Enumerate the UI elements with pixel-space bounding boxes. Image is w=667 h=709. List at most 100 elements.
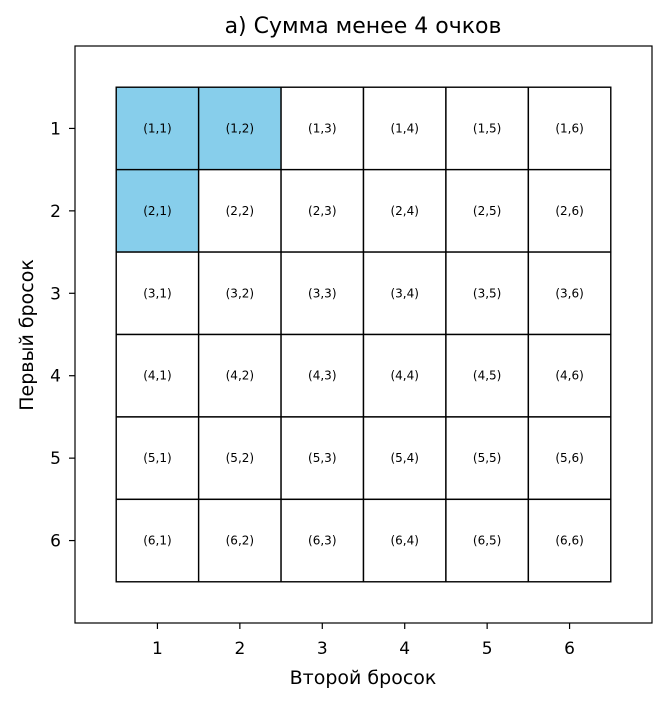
grid-cell-label: (4,4) xyxy=(390,369,418,383)
x-tick-label: 2 xyxy=(234,639,245,659)
grid-cell-1-6: (1,6) xyxy=(527,86,612,171)
grid-cell-4-6: (4,6) xyxy=(527,333,612,418)
cells-layer: (1,1) (1,2) (1,3) (1,4) (1,5) (1,6) (2,1) (2,2)… xyxy=(115,86,612,583)
grid-cell-label: (1,6) xyxy=(555,121,583,135)
grid-cell-3-3: (3,3) xyxy=(280,251,365,336)
grid-cell-box xyxy=(197,333,282,418)
grid-cell-label: (3,5) xyxy=(473,286,501,300)
grid-cell-5-1: (5,1) xyxy=(115,416,200,501)
grid-cell-box xyxy=(115,498,200,583)
grid-cell-box xyxy=(527,333,612,418)
grid-cell-box xyxy=(362,168,447,253)
grid-cell-2-6: (2,6) xyxy=(527,168,612,253)
grid-cell-label: (2,1) xyxy=(143,204,171,218)
y-tick-label: 5 xyxy=(50,449,61,469)
plot-frame xyxy=(74,45,653,624)
grid-cell-3-4: (3,4) xyxy=(362,251,447,336)
grid-cell-6-2: (6,2) xyxy=(197,498,282,583)
grid-cell-box xyxy=(197,251,282,336)
x-tick-label: 4 xyxy=(399,639,410,659)
grid-cell-4-1: (4,1) xyxy=(115,333,200,418)
x-axis-label: Второй бросок xyxy=(290,667,437,689)
grid-cell-2-5: (2,5) xyxy=(445,168,530,253)
y-tick-label: 6 xyxy=(50,532,61,552)
grid-cell-label: (6,1) xyxy=(143,534,171,548)
y-axis-label: Первый бросок xyxy=(16,259,38,411)
grid-cell-2-1: (2,1) xyxy=(115,168,200,253)
grid-cell-label: (6,3) xyxy=(308,534,336,548)
grid-cell-3-1: (3,1) xyxy=(115,251,200,336)
y-tick-label: 2 xyxy=(50,202,61,222)
grid-cell-label: (1,1) xyxy=(143,121,171,135)
grid-cell-box xyxy=(197,416,282,501)
grid-cell-label: (1,4) xyxy=(390,121,418,135)
grid-cell-box xyxy=(280,168,365,253)
grid-cell-label: (4,1) xyxy=(143,369,171,383)
grid-cell-label: (2,6) xyxy=(555,204,583,218)
grid-cell-label: (4,2) xyxy=(226,369,254,383)
grid-cell-5-4: (5,4) xyxy=(362,416,447,501)
grid-cell-box xyxy=(527,498,612,583)
grid-cell-label: (5,4) xyxy=(390,451,418,465)
grid-cell-box xyxy=(362,251,447,336)
grid-cell-label: (4,5) xyxy=(473,369,501,383)
grid-cell-box xyxy=(197,168,282,253)
grid-cell-box xyxy=(445,251,530,336)
grid-cell-1-3: (1,3) xyxy=(280,86,365,171)
grid-cell-label: (3,2) xyxy=(226,286,254,300)
grid-cell-box xyxy=(445,333,530,418)
y-tick-label: 4 xyxy=(50,367,61,387)
grid-cell-5-2: (5,2) xyxy=(197,416,282,501)
grid-cell-4-2: (4,2) xyxy=(197,333,282,418)
grid-cell-3-2: (3,2) xyxy=(197,251,282,336)
grid-cell-6-4: (6,4) xyxy=(362,498,447,583)
grid-cell-box xyxy=(115,416,200,501)
grid-cell-box xyxy=(197,86,282,171)
grid-cell-box xyxy=(115,333,200,418)
grid-cell-box xyxy=(115,86,200,171)
y-tick-label: 1 xyxy=(50,119,61,139)
ticks-layer: 1 2 3 4 5 6 1 2 3 4 5 6 xyxy=(50,119,575,659)
grid-cell-box xyxy=(115,251,200,336)
grid-cell-6-5: (6,5) xyxy=(445,498,530,583)
grid-cell-5-5: (5,5) xyxy=(445,416,530,501)
x-tick-label: 3 xyxy=(317,639,328,659)
grid-cell-4-4: (4,4) xyxy=(362,333,447,418)
chart-title: а) Сумма менее 4 очков xyxy=(225,14,502,39)
grid-cell-4-5: (4,5) xyxy=(445,333,530,418)
grid-cell-box xyxy=(280,251,365,336)
grid-cell-6-6: (6,6) xyxy=(527,498,612,583)
grid-cell-label: (5,6) xyxy=(555,451,583,465)
grid-cell-2-3: (2,3) xyxy=(280,168,365,253)
grid-cell-label: (4,6) xyxy=(555,369,583,383)
grid-cell-3-5: (3,5) xyxy=(445,251,530,336)
grid-cell-label: (3,3) xyxy=(308,286,336,300)
grid-cell-5-6: (5,6) xyxy=(527,416,612,501)
grid-cell-box xyxy=(445,498,530,583)
grid-cell-box xyxy=(280,86,365,171)
grid-cell-label: (1,3) xyxy=(308,121,336,135)
grid-cell-box xyxy=(362,333,447,418)
grid-cell-label: (5,3) xyxy=(308,451,336,465)
grid-cell-2-4: (2,4) xyxy=(362,168,447,253)
grid-cell-3-6: (3,6) xyxy=(527,251,612,336)
grid-cell-label: (2,2) xyxy=(226,204,254,218)
grid-cell-label: (2,4) xyxy=(390,204,418,218)
grid-cell-box xyxy=(445,416,530,501)
grid-cell-box xyxy=(280,498,365,583)
grid-cell-6-1: (6,1) xyxy=(115,498,200,583)
grid-cell-2-2: (2,2) xyxy=(197,168,282,253)
grid-cell-label: (1,2) xyxy=(226,121,254,135)
grid-cell-4-3: (4,3) xyxy=(280,333,365,418)
grid-cell-label: (2,5) xyxy=(473,204,501,218)
grid-cell-box xyxy=(527,168,612,253)
grid-cell-1-5: (1,5) xyxy=(445,86,530,171)
grid-cell-1-1: (1,1) xyxy=(115,86,200,171)
grid-cell-1-2: (1,2) xyxy=(197,86,282,171)
x-tick-label: 1 xyxy=(152,639,163,659)
grid-cell-5-3: (5,3) xyxy=(280,416,365,501)
grid-cell-label: (6,2) xyxy=(226,534,254,548)
grid-cell-label: (6,4) xyxy=(390,534,418,548)
grid-cell-6-3: (6,3) xyxy=(280,498,365,583)
grid-cell-label: (6,5) xyxy=(473,534,501,548)
